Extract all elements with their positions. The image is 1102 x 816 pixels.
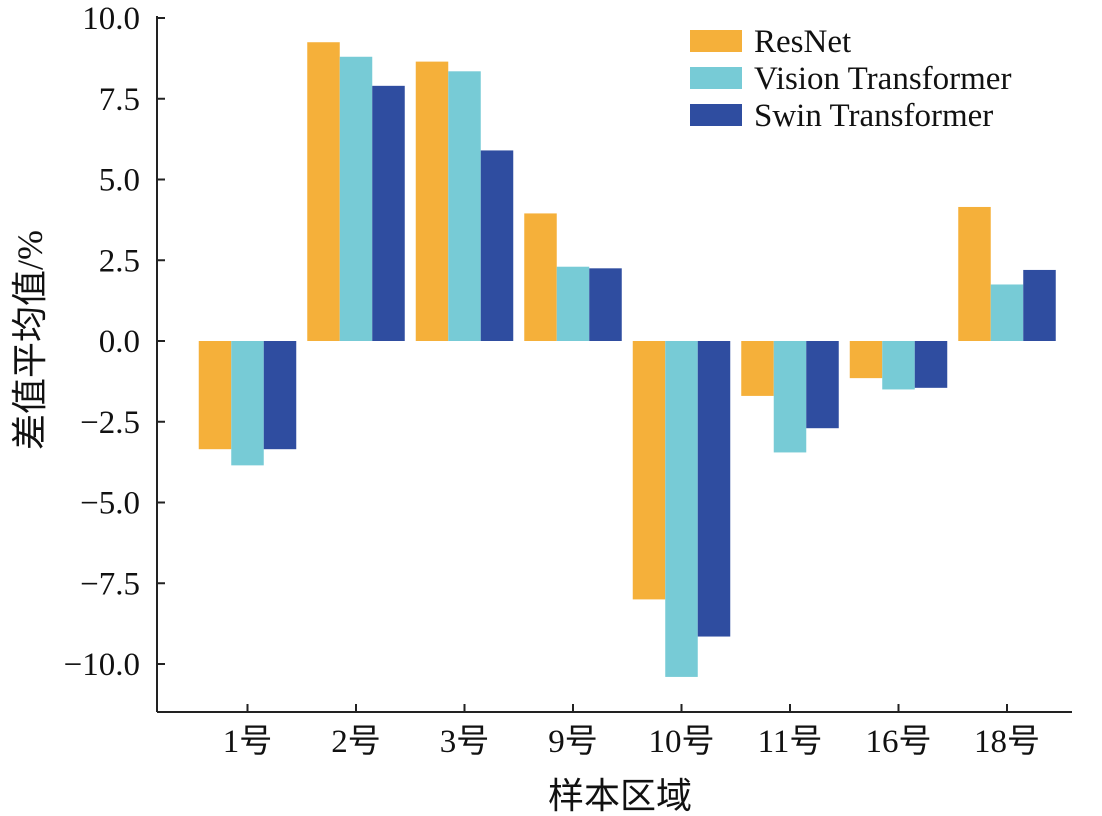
legend-swatch-vision-transformer [690,67,742,89]
bar-resnet-3 [415,61,449,342]
x-tick-label: 2号 [331,724,381,760]
bar-vision-transformer-6 [773,341,807,453]
y-tick-label: −5.0 [80,486,140,522]
bar-swin-transformer-4 [589,268,622,341]
x-tick-label: 11号 [758,724,823,760]
legend-label: ResNet [754,24,851,60]
y-axis-title: 差值平均值/% [10,230,50,450]
x-tick-label: 1号 [223,724,273,760]
x-tick-label: 16号 [866,724,932,760]
x-tick-label: 3号 [440,724,490,760]
y-tick-label: 2.5 [99,243,140,279]
bar-vision-transformer-7 [882,341,915,390]
y-tick-label: −7.5 [80,566,140,602]
y-tick-label: 5.0 [99,163,140,199]
bar-swin-transformer-7 [914,341,948,388]
y-tick-label: 10.0 [82,1,140,37]
bar-swin-transformer-5 [697,341,731,637]
bars-layer [198,42,1056,677]
bar-vision-transformer-2 [339,56,373,341]
x-axis-title: 样本区域 [548,776,692,816]
y-tick-label: −10.0 [64,647,140,683]
y-tick-label: 0.0 [99,324,140,360]
legend-label: Swin Transformer [754,98,993,134]
bar-swin-transformer-6 [806,341,839,429]
x-tick-label: 18号 [974,724,1040,760]
legend-swatch-swin-transformer [690,104,742,126]
bar-swin-transformer-8 [1023,269,1056,341]
bar-vision-transformer-1 [231,341,264,466]
bar-resnet-5 [632,341,666,600]
bar-swin-transformer-1 [263,341,297,450]
bar-vision-transformer-5 [665,341,698,677]
bar-swin-transformer-2 [372,85,405,341]
bar-resnet-1 [198,341,232,450]
legend-swatch-resnet [690,30,742,52]
bar-vision-transformer-3 [448,71,481,342]
bar-resnet-6 [741,341,774,396]
bar-vision-transformer-4 [556,266,590,341]
ticks-layer: 1号 2号 3号 9号 10号 11号 16号 18号 10.0 7.5 5.0 2.5 0.0 −2.5… [64,1,1040,760]
y-tick-label: 7.5 [99,82,140,118]
bar-resnet-2 [307,42,340,341]
bar-resnet-8 [958,206,991,341]
x-tick-label: 10号 [649,724,715,760]
axes-layer [156,16,1072,713]
bar-resnet-4 [524,213,557,341]
bar-vision-transformer-8 [990,284,1024,341]
y-tick-label: −2.5 [80,405,140,441]
legend-label: Vision Transformer [754,61,1011,97]
x-tick-label: 9号 [548,724,598,760]
bar-swin-transformer-3 [480,150,514,341]
bar-resnet-7 [849,341,883,379]
